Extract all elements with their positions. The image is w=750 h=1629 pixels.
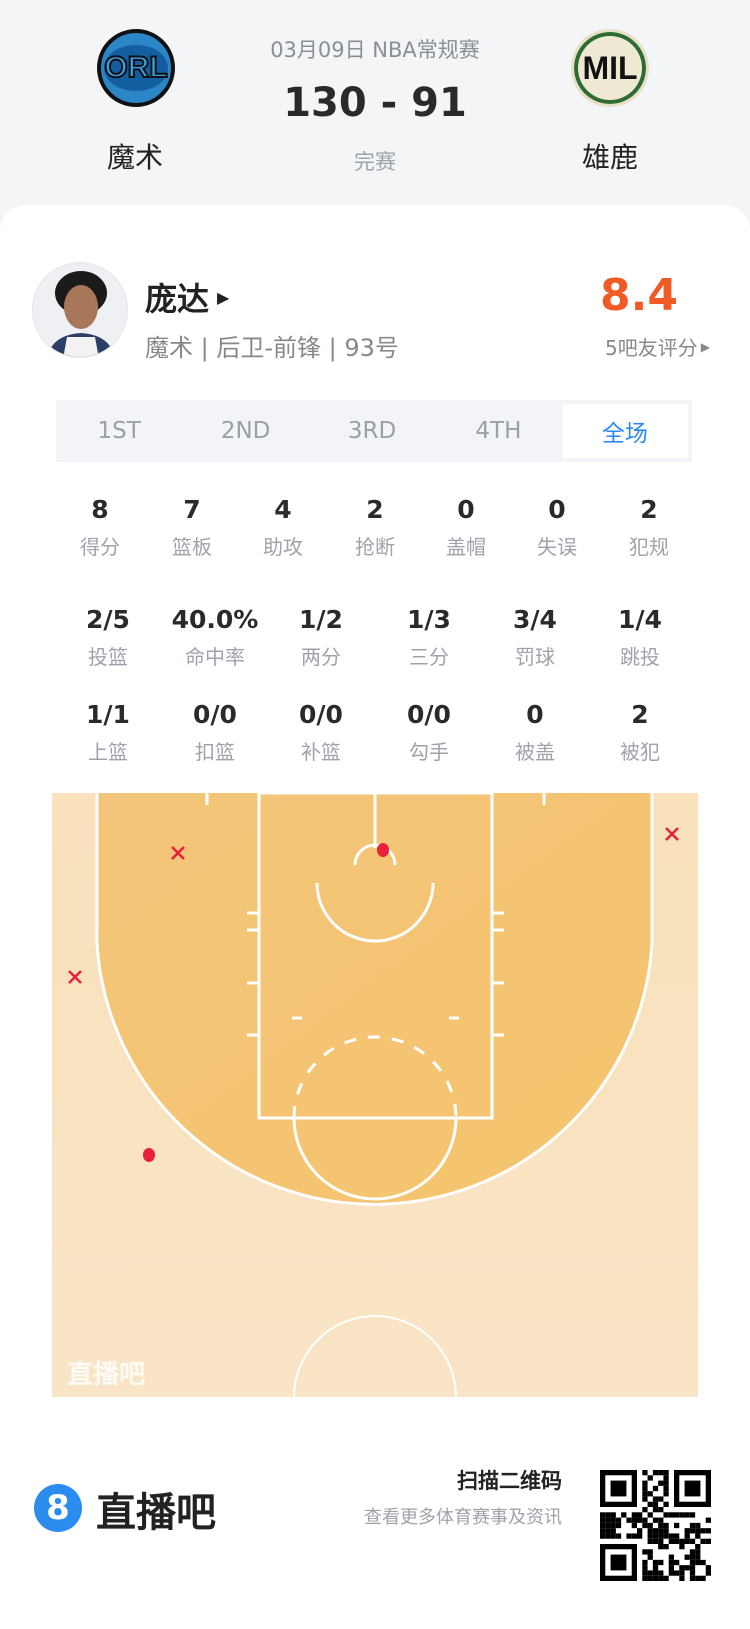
- tab-3rd[interactable]: 3RD: [347, 418, 397, 444]
- stat-value: 4: [274, 495, 292, 524]
- player-name: 庞达: [145, 280, 210, 318]
- stat-item: 7 篮板: [137, 493, 247, 560]
- stat-value: 0: [526, 700, 544, 729]
- stat-item: 8 得分: [45, 493, 155, 560]
- stat-label: 助攻: [263, 535, 303, 559]
- qr-title: 扫描二维码: [457, 1469, 562, 1493]
- shot-made-marker: [143, 1148, 155, 1162]
- period-tabs: 1ST 2ND 3RD 4TH 全场: [56, 400, 692, 462]
- stat-value: 7: [183, 495, 201, 524]
- mil-team-logo[interactable]: MIL: [571, 29, 649, 107]
- stat-item: 4 助攻: [228, 493, 338, 560]
- stat-value: 1/4: [618, 605, 662, 634]
- rim: [353, 843, 397, 866]
- home-team-name[interactable]: 魔术: [106, 141, 163, 174]
- brand-name: 直播吧: [96, 1490, 216, 1536]
- stat-value: 2/5: [86, 605, 130, 634]
- stat-label: 两分: [301, 645, 341, 669]
- shot-made-marker: [377, 843, 389, 857]
- caret-right-icon: ▶: [700, 339, 710, 354]
- center-circle: [293, 1315, 457, 1397]
- stat-item: 0 失误: [502, 493, 612, 560]
- stat-label: 被盖: [515, 740, 555, 764]
- stat-label: 补篮: [301, 740, 341, 764]
- stat-label: 勾手: [409, 740, 449, 764]
- stat-value: 0: [457, 495, 475, 524]
- away-team-name[interactable]: 雄鹿: [581, 141, 638, 174]
- game-score: 130 - 91: [283, 80, 467, 126]
- stat-label: 犯规: [629, 535, 669, 559]
- stat-value: 1/3: [407, 605, 451, 634]
- player-info: 魔术 | 后卫-前锋 | 93号: [145, 334, 399, 362]
- stat-label: 失误: [537, 535, 577, 559]
- stat-item: 1/1 上篮: [53, 698, 163, 765]
- stat-item: 0 盖帽: [411, 493, 521, 560]
- stat-value: 3/4: [513, 605, 557, 634]
- tab-2nd[interactable]: 2ND: [220, 418, 271, 444]
- stat-value: 2: [366, 495, 384, 524]
- orl-team-logo[interactable]: ORL: [97, 29, 175, 107]
- qr-subtitle: 查看更多体育赛事及资讯: [364, 1507, 562, 1528]
- stat-label: 抢断: [355, 535, 395, 559]
- caret-right-icon: ▶: [217, 287, 230, 307]
- stat-item: 0/0 补篮: [266, 698, 376, 765]
- stat-item: 0/0 勾手: [374, 698, 484, 765]
- stat-label: 命中率: [185, 645, 245, 669]
- stat-value: 1/2: [299, 605, 343, 634]
- stat-item: 3/4 罚球: [480, 603, 590, 670]
- qr-code[interactable]: [600, 1470, 711, 1581]
- game-status: 完赛: [354, 150, 396, 174]
- player-rating: 8.4: [600, 270, 678, 321]
- paint: [257, 793, 494, 1120]
- stat-item: 0 被盖: [480, 698, 590, 765]
- stat-value: 0/0: [193, 700, 237, 729]
- stat-label: 得分: [80, 535, 120, 559]
- stat-value: 40.0%: [171, 605, 259, 634]
- stat-label: 三分: [409, 645, 449, 669]
- stat-item: 2 犯规: [594, 493, 704, 560]
- stat-value: 8: [91, 495, 109, 524]
- brand-logo-icon: 8: [34, 1484, 82, 1532]
- stat-item: 2 抢断: [320, 493, 430, 560]
- stat-item: 0/0 扣篮: [160, 698, 270, 765]
- stat-label: 篮板: [172, 535, 212, 559]
- stat-value: 2: [631, 700, 649, 729]
- shot-missed-marker: [68, 970, 82, 984]
- restricted-arc: [315, 882, 435, 943]
- stat-item: 1/4 跳投: [585, 603, 695, 670]
- tab-full-game[interactable]: 全场: [561, 404, 689, 458]
- three-point-line: [95, 793, 654, 1206]
- stat-item: 1/2 两分: [266, 603, 376, 670]
- stat-item: 2/5 投篮: [53, 603, 163, 670]
- stat-value: 0/0: [299, 700, 343, 729]
- stat-item: 2 被犯: [585, 698, 695, 765]
- game-date-league: 03月09日 NBA常规赛: [270, 38, 480, 62]
- free-throw-circle-bottom: [292, 1117, 458, 1201]
- stat-item: 40.0% 命中率: [160, 603, 270, 670]
- tab-1st[interactable]: 1ST: [97, 418, 141, 444]
- shot-chart: 直播吧: [52, 793, 698, 1397]
- stat-label: 上篮: [88, 740, 128, 764]
- stat-label: 跳投: [620, 645, 660, 669]
- stat-value: 0: [548, 495, 566, 524]
- shot-missed-marker: [665, 827, 679, 841]
- stat-label: 扣篮: [195, 740, 235, 764]
- tab-4th[interactable]: 4TH: [475, 418, 522, 444]
- fan-rating-link[interactable]: 5吧友评分 ▶: [605, 336, 710, 360]
- stat-value: 2: [640, 495, 658, 524]
- stat-label: 被犯: [620, 740, 660, 764]
- player-avatar[interactable]: [32, 262, 128, 358]
- stat-value: 0/0: [407, 700, 451, 729]
- watermark: 直播吧: [67, 1360, 145, 1390]
- stat-value: 1/1: [86, 700, 130, 729]
- shot-missed-marker: [171, 846, 185, 860]
- stat-label: 盖帽: [446, 535, 486, 559]
- player-name-link[interactable]: 庞达 ▶: [145, 274, 229, 320]
- stat-item: 1/3 三分: [374, 603, 484, 670]
- stat-label: 投篮: [88, 645, 128, 669]
- free-throw-circle-top: [292, 1035, 458, 1119]
- stat-label: 罚球: [515, 645, 555, 669]
